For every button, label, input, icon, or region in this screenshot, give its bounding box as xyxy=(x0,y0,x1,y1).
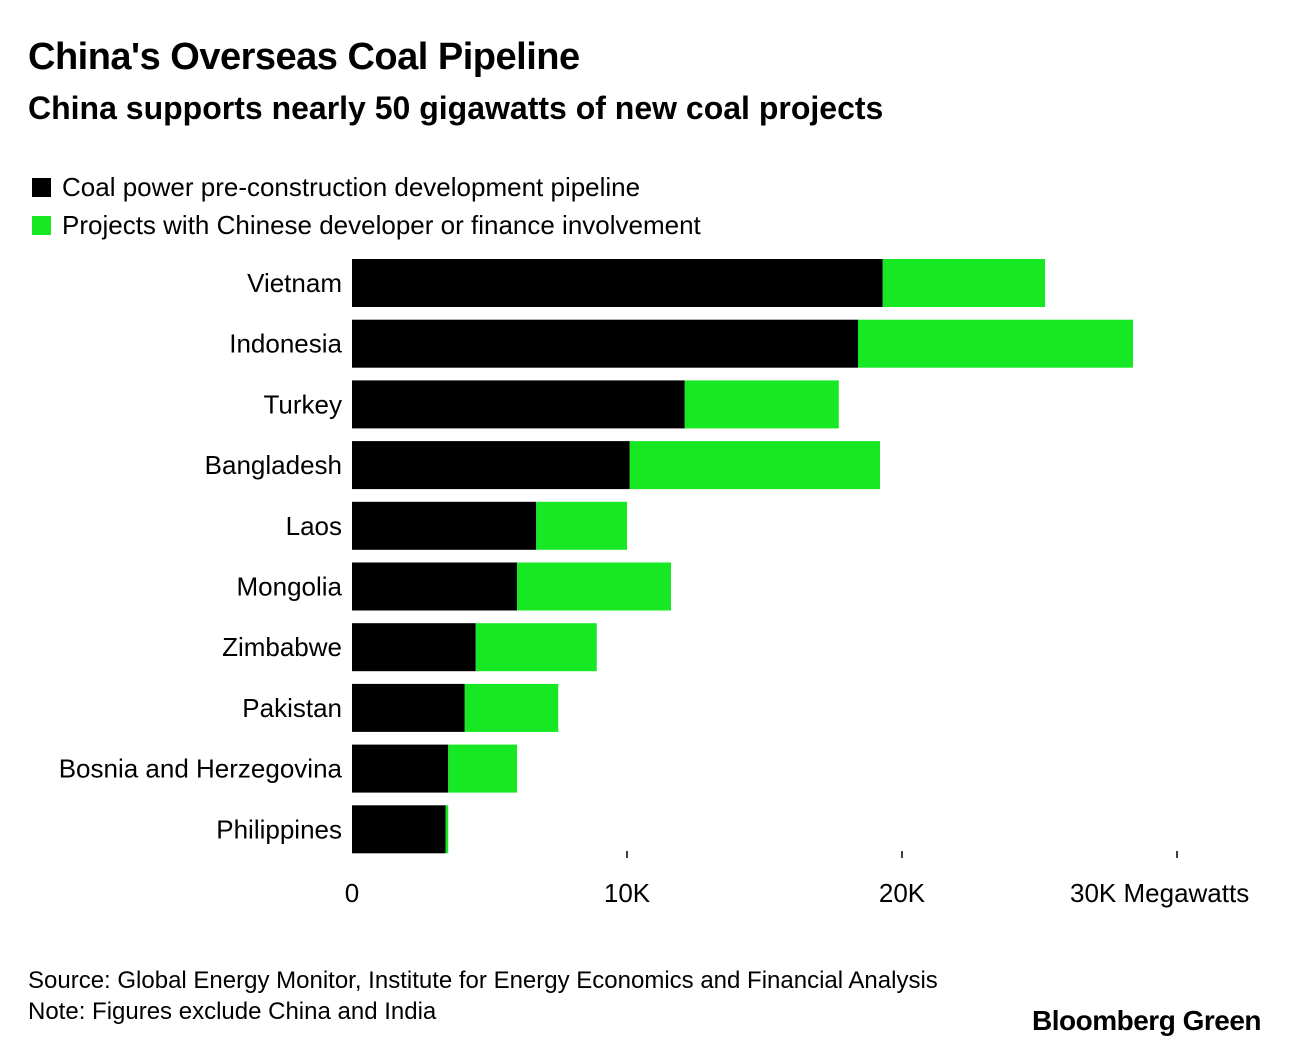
legend-label-pipeline: Coal power pre-construction development … xyxy=(62,171,641,202)
bar-pipeline-pakistan xyxy=(352,683,465,732)
source-note: Source: Global Energy Monitor, Institute… xyxy=(28,967,938,994)
category-label: Bosnia and Herzegovina xyxy=(59,754,343,784)
legend: Coal power pre-construction development … xyxy=(32,168,701,244)
bar-pipeline-vietnam xyxy=(352,259,883,307)
bar-chinese-mongolia xyxy=(517,562,671,611)
bar-pipeline-indonesia xyxy=(352,319,858,368)
category-label: Turkey xyxy=(264,389,343,419)
bar-pipeline-bosnia-and-herzegovina xyxy=(352,744,449,793)
chart-title: China's Overseas Coal Pipeline xyxy=(28,36,580,78)
bar-chinese-philippines xyxy=(445,805,449,854)
bar-chinese-pakistan xyxy=(464,683,559,732)
category-label: Laos xyxy=(286,511,342,541)
legend-item-chinese-involvement: Projects with Chinese developer or finan… xyxy=(32,206,701,244)
bar-pipeline-philippines xyxy=(352,805,446,854)
bar-group-indonesia: Indonesia xyxy=(229,319,1133,368)
bar-group-vietnam: Vietnam xyxy=(247,259,1045,307)
bar-chinese-turkey xyxy=(684,380,839,429)
exclusion-note: Note: Figures exclude China and India xyxy=(28,998,437,1025)
legend-swatch-chinese-involvement xyxy=(32,215,51,235)
bar-pipeline-mongolia xyxy=(352,562,517,611)
bar-chinese-laos xyxy=(536,501,627,550)
legend-item-pipeline: Coal power pre-construction development … xyxy=(32,168,701,206)
bar-pipeline-turkey xyxy=(352,380,685,429)
category-label: Bangladesh xyxy=(205,450,342,480)
bar-pipeline-zimbabwe xyxy=(352,623,476,672)
x-tick-label: 30K Megawatts xyxy=(1070,878,1249,908)
legend-swatch-pipeline xyxy=(32,177,51,197)
bar-pipeline-bangladesh xyxy=(352,441,630,490)
bar-pipeline-laos xyxy=(352,501,537,550)
bar-group-bangladesh: Bangladesh xyxy=(205,441,880,490)
category-label: Vietnam xyxy=(247,268,342,298)
bar-group-philippines: Philippines xyxy=(216,805,449,854)
bar-group-bosnia-and-herzegovina: Bosnia and Herzegovina xyxy=(59,744,517,793)
x-tick-label: 0 xyxy=(345,878,359,908)
bar-chinese-vietnam xyxy=(882,259,1045,307)
bar-group-mongolia: Mongolia xyxy=(236,562,671,611)
bar-chinese-indonesia xyxy=(858,319,1133,368)
bar-chinese-bangladesh xyxy=(629,441,880,490)
category-label: Indonesia xyxy=(229,329,342,359)
bar-group-turkey: Turkey xyxy=(264,380,839,429)
bar-group-zimbabwe: Zimbabwe xyxy=(222,623,597,672)
legend-label-chinese-involvement: Projects with Chinese developer or finan… xyxy=(62,209,701,240)
x-tick-label: 20K xyxy=(879,878,926,908)
category-label: Philippines xyxy=(216,814,342,844)
bar-chinese-zimbabwe xyxy=(475,623,597,672)
chart-subtitle: China supports nearly 50 gigawatts of ne… xyxy=(28,90,884,126)
bar-group-laos: Laos xyxy=(286,501,627,550)
category-label: Mongolia xyxy=(236,572,342,602)
category-label: Pakistan xyxy=(242,693,342,723)
category-label: Zimbabwe xyxy=(222,632,342,662)
brand-logo: Bloomberg Green xyxy=(1032,1005,1261,1036)
bar-chinese-bosnia-and-herzegovina xyxy=(448,744,517,793)
bar-group-pakistan: Pakistan xyxy=(242,683,559,732)
bar-chart: Vietnam Indonesia Turkey Bangladesh Laos Mong… xyxy=(59,259,1249,908)
footer: Source: Global Energy Monitor, Institute… xyxy=(28,965,938,1027)
x-tick-label: 10K xyxy=(604,878,651,908)
